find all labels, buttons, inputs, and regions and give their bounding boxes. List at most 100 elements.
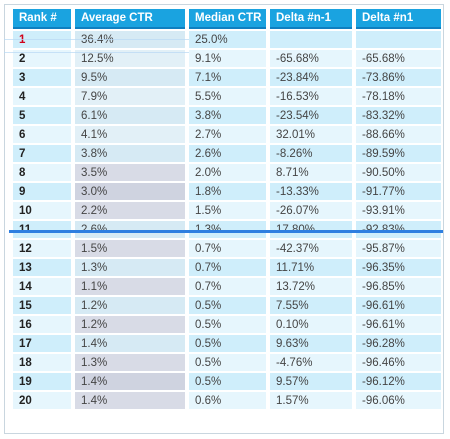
delta-prev-cell: 0.10% bbox=[270, 316, 352, 333]
rank-cell: 6 bbox=[13, 126, 71, 143]
delta-prev-cell: -65.68% bbox=[270, 50, 352, 67]
median-ctr-cell: 0.5% bbox=[189, 335, 266, 352]
median-ctr-cell: 2.7% bbox=[189, 126, 266, 143]
ctr-table: Rank # Average CTR Median CTR Delta #n-1… bbox=[9, 7, 445, 411]
header-rank: Rank # bbox=[13, 9, 71, 29]
table-row: 15 1.2% 0.5% 7.55% -96.61% bbox=[13, 297, 441, 314]
median-ctr-cell: 3.8% bbox=[189, 107, 266, 124]
median-ctr-cell: 0.5% bbox=[189, 354, 266, 371]
table-row: 6 4.1% 2.7% 32.01% -88.66% bbox=[13, 126, 441, 143]
rank-cell: 5 bbox=[13, 107, 71, 124]
delta-prev-cell: -23.54% bbox=[270, 107, 352, 124]
table-row: 12 1.5% 0.7% -42.37% -95.87% bbox=[13, 240, 441, 257]
delta-first-cell: -65.68% bbox=[356, 50, 441, 67]
rank-cell: 19 bbox=[13, 373, 71, 390]
delta-first-cell: -95.87% bbox=[356, 240, 441, 257]
average-ctr-cell: 1.5% bbox=[75, 240, 185, 257]
delta-first-cell bbox=[356, 31, 441, 48]
median-ctr-cell: 0.7% bbox=[189, 259, 266, 276]
average-ctr-cell: 7.9% bbox=[75, 88, 185, 105]
median-ctr-cell: 1.5% bbox=[189, 202, 266, 219]
median-ctr-cell: 5.5% bbox=[189, 88, 266, 105]
average-ctr-cell: 1.3% bbox=[75, 259, 185, 276]
delta-prev-cell: -4.76% bbox=[270, 354, 352, 371]
delta-prev-cell: -23.84% bbox=[270, 69, 352, 86]
median-ctr-cell: 0.6% bbox=[189, 392, 266, 409]
average-ctr-cell: 3.0% bbox=[75, 183, 185, 200]
header-delta-first: Delta #n1 bbox=[356, 9, 441, 29]
rank-cell: 15 bbox=[13, 297, 71, 314]
average-ctr-cell: 1.1% bbox=[75, 278, 185, 295]
delta-prev-cell: -26.07% bbox=[270, 202, 352, 219]
delta-first-cell: -89.59% bbox=[356, 145, 441, 162]
delta-prev-cell: 11.71% bbox=[270, 259, 352, 276]
average-ctr-cell: 1.4% bbox=[75, 392, 185, 409]
top-10-divider bbox=[9, 230, 443, 233]
average-ctr-cell: 3.8% bbox=[75, 145, 185, 162]
table-row: 19 1.4% 0.5% 9.57% -96.12% bbox=[13, 373, 441, 390]
delta-first-cell: -78.18% bbox=[356, 88, 441, 105]
delta-prev-cell: 13.72% bbox=[270, 278, 352, 295]
delta-first-cell: -96.85% bbox=[356, 278, 441, 295]
delta-prev-cell: -16.53% bbox=[270, 88, 352, 105]
median-ctr-cell: 7.1% bbox=[189, 69, 266, 86]
median-ctr-cell: 25.0% bbox=[189, 31, 266, 48]
delta-prev-cell: 7.55% bbox=[270, 297, 352, 314]
delta-prev-cell: 9.63% bbox=[270, 335, 352, 352]
table-row: 18 1.3% 0.5% -4.76% -96.46% bbox=[13, 354, 441, 371]
delta-prev-cell: 8.71% bbox=[270, 164, 352, 181]
delta-first-cell: -96.12% bbox=[356, 373, 441, 390]
table-row: 7 3.8% 2.6% -8.26% -89.59% bbox=[13, 145, 441, 162]
delta-first-cell: -93.91% bbox=[356, 202, 441, 219]
delta-first-cell: -73.86% bbox=[356, 69, 441, 86]
rank-cell: 13 bbox=[13, 259, 71, 276]
table-row: 17 1.4% 0.5% 9.63% -96.28% bbox=[13, 335, 441, 352]
median-ctr-cell: 0.7% bbox=[189, 240, 266, 257]
header-average-ctr: Average CTR bbox=[75, 9, 185, 29]
rank-cell: 14 bbox=[13, 278, 71, 295]
rank-cell: 7 bbox=[13, 145, 71, 162]
delta-first-cell: -96.61% bbox=[356, 297, 441, 314]
average-ctr-cell: 1.4% bbox=[75, 335, 185, 352]
delta-first-cell: -88.66% bbox=[356, 126, 441, 143]
average-ctr-cell: 9.5% bbox=[75, 69, 185, 86]
average-ctr-cell: 12.5% bbox=[75, 50, 185, 67]
delta-first-cell: -90.50% bbox=[356, 164, 441, 181]
table-row: 10 2.2% 1.5% -26.07% -93.91% bbox=[13, 202, 441, 219]
delta-prev-cell bbox=[270, 31, 352, 48]
delta-first-cell: -83.32% bbox=[356, 107, 441, 124]
header-delta-prev: Delta #n-1 bbox=[270, 9, 352, 29]
table-row: 14 1.1% 0.7% 13.72% -96.85% bbox=[13, 278, 441, 295]
rank-cell: 16 bbox=[13, 316, 71, 333]
rank-cell: 3 bbox=[13, 69, 71, 86]
delta-first-cell: -96.06% bbox=[356, 392, 441, 409]
rank-cell: 12 bbox=[13, 240, 71, 257]
median-ctr-cell: 0.5% bbox=[189, 297, 266, 314]
delta-first-cell: -96.28% bbox=[356, 335, 441, 352]
rank-cell: 1 bbox=[13, 31, 71, 48]
header-median-ctr: Median CTR bbox=[189, 9, 266, 29]
table-row: 3 9.5% 7.1% -23.84% -73.86% bbox=[13, 69, 441, 86]
average-ctr-cell: 1.3% bbox=[75, 354, 185, 371]
median-ctr-cell: 9.1% bbox=[189, 50, 266, 67]
average-ctr-cell: 1.2% bbox=[75, 297, 185, 314]
average-ctr-cell: 3.5% bbox=[75, 164, 185, 181]
rank-cell: 20 bbox=[13, 392, 71, 409]
table-row: 2 12.5% 9.1% -65.68% -65.68% bbox=[13, 50, 441, 67]
delta-prev-cell: 32.01% bbox=[270, 126, 352, 143]
average-ctr-cell: 4.1% bbox=[75, 126, 185, 143]
table-row: 20 1.4% 0.6% 1.57% -96.06% bbox=[13, 392, 441, 409]
rank-cell: 10 bbox=[13, 202, 71, 219]
table-body: 1 36.4% 25.0% 2 12.5% 9.1% -65.68% -65.68% 3 9.5%… bbox=[13, 31, 441, 409]
average-ctr-cell: 2.2% bbox=[75, 202, 185, 219]
median-ctr-cell: 0.5% bbox=[189, 373, 266, 390]
delta-prev-cell: -13.33% bbox=[270, 183, 352, 200]
table-row: 5 6.1% 3.8% -23.54% -83.32% bbox=[13, 107, 441, 124]
rank-cell: 2 bbox=[13, 50, 71, 67]
delta-prev-cell: 9.57% bbox=[270, 373, 352, 390]
table-header-row: Rank # Average CTR Median CTR Delta #n-1… bbox=[13, 9, 441, 29]
delta-first-cell: -96.46% bbox=[356, 354, 441, 371]
delta-first-cell: -96.35% bbox=[356, 259, 441, 276]
table-row: 13 1.3% 0.7% 11.71% -96.35% bbox=[13, 259, 441, 276]
table-row: 1 36.4% 25.0% bbox=[13, 31, 441, 48]
